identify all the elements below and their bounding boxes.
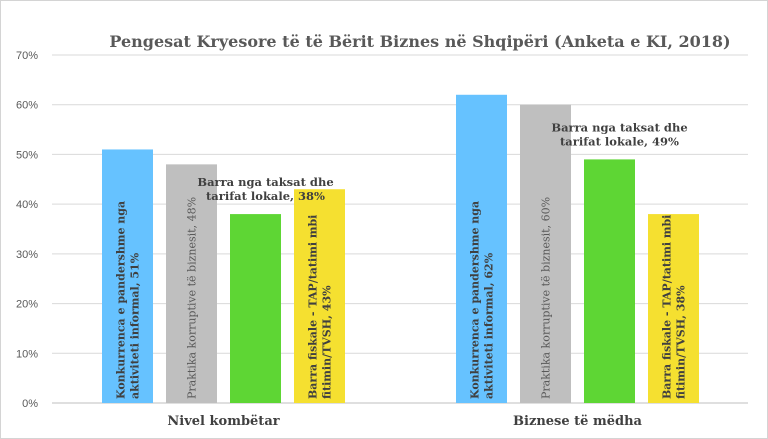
y-tick-label: 0% [22,398,38,410]
data-label: Konkurrenca e pandershme nga [115,201,128,399]
bar [520,104,571,403]
data-label: Barra nga taksat dhe [551,120,687,134]
data-label: tarifat lokale, 49% [560,134,679,148]
x-category-label: Biznese të mëdha [513,414,643,429]
bar [456,94,507,404]
bar [584,159,635,403]
chart-title: Pengesat Kryesore të të Bërit Biznes në … [109,32,730,51]
y-tick-label: 20% [16,299,38,311]
data-labels: Konkurrenca e pandershme nga aktiviteti i… [115,120,688,399]
data-label: aktiviteti informal, 51% [129,252,142,399]
data-label: Barra fiskale - TAP/tatimi mbi [307,215,320,399]
y-tick-label: 70% [16,50,38,62]
x-axis-categories: Nivel kombëtar Biznese të mëdha [167,414,642,429]
data-label: Barra fiskale - TAP/tatimi mbi [661,215,674,399]
data-label: Praktika korruptive të biznesit, 48% [186,197,199,399]
bar [294,189,345,403]
bar [166,164,217,403]
y-tick-label: 10% [16,348,38,360]
bar [230,214,281,403]
data-label: Praktika korruptive të biznesit, 60% [540,197,553,399]
data-label: aktiviteti informal, 62% [483,252,496,399]
gridlines [52,54,748,404]
data-label: tarifat lokale, 38% [206,189,325,203]
data-label: fitimin/TVSH, 38% [675,285,688,399]
y-tick-label: 50% [16,149,38,161]
data-label: Barra nga taksat dhe [197,175,333,189]
y-tick-label: 60% [16,100,38,112]
bar [648,214,699,403]
bars [102,94,699,404]
x-category-label: Nivel kombëtar [167,414,279,429]
data-label: fitimin/TVSH, 43% [321,285,334,399]
data-label: Konkurrenca e pandershme nga [469,201,482,399]
y-axis-ticks: 0% 10% 20% 30% 40% 50% 60% 70% [16,50,38,410]
y-tick-label: 30% [16,249,38,261]
bar [102,149,153,403]
y-tick-label: 40% [16,199,38,211]
